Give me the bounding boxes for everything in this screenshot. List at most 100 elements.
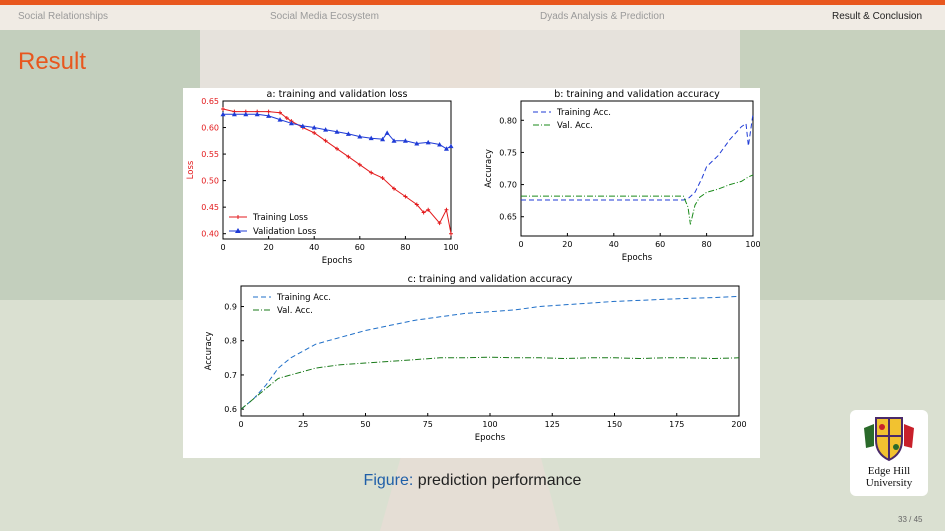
chart-b-title: b: training and validation accuracy: [554, 89, 720, 100]
frame-title: Result: [18, 48, 87, 75]
chart-a-point: [448, 143, 454, 149]
figure-charts: a: training and validation loss Epochs Los…: [186, 89, 760, 443]
nav-item-dyads-analysis[interactable]: Dyads Analysis & Prediction: [540, 11, 665, 22]
chart-c-xtick-label: 125: [545, 420, 560, 429]
chart-a-xtick-label: 20: [264, 243, 274, 252]
crest-icon: [864, 417, 914, 462]
chart-a-point: [403, 194, 408, 199]
chart-b-xtick-label: 60: [655, 240, 665, 249]
chart-c-xtick-label: 75: [423, 420, 433, 429]
chart-c-legend-label: Training Acc.: [276, 293, 331, 303]
chart-a-legend-marker: [236, 215, 240, 219]
chart-b-legend-label: Training Acc.: [556, 108, 611, 118]
page-number: 33 / 45: [898, 515, 923, 524]
chart-c-series-line: [240, 356, 740, 410]
chart-c-ytick-label: 0.9: [224, 303, 237, 312]
logo-line-1: Edge Hill: [867, 465, 911, 477]
chart-b-xtick-label: 40: [609, 240, 619, 249]
chart-a-legend-label: Training Loss: [252, 213, 308, 223]
chart-a-point: [277, 117, 283, 122]
chart-a-point: [323, 127, 329, 132]
chart-a-ytick-label: 0.40: [201, 230, 219, 239]
chart-c-series-line: [240, 295, 740, 410]
chart-a-xtick-label: 100: [443, 243, 458, 252]
chart-a-xtick-label: 40: [309, 243, 319, 252]
chart-a-xtick-label: 0: [220, 243, 225, 252]
chart-a-point: [311, 125, 317, 130]
chart-a-ylabel: Loss: [186, 160, 196, 179]
chart-c-xtick-label: 25: [298, 420, 308, 429]
chart-b-xlabel: Epochs: [622, 253, 653, 263]
section-navigation: Social Relationships Social Media Ecosys…: [0, 5, 945, 31]
figure-panel: a: training and validation loss Epochs Los…: [183, 88, 760, 458]
chart-c-xlabel: Epochs: [475, 433, 506, 443]
chart-a-point: [425, 139, 431, 145]
chart-a-point: [444, 207, 449, 212]
chart-c-xtick-label: 150: [607, 420, 622, 429]
chart-a-point: [231, 111, 237, 117]
chart-a-point: [414, 202, 419, 207]
chart-a-point: [449, 231, 453, 236]
nav-item-social-relationships[interactable]: Social Relationships: [18, 11, 109, 22]
chart-b-legend-label: Val. Acc.: [557, 121, 593, 131]
chart-a-point: [380, 175, 385, 180]
chart-a-frame: [222, 100, 452, 240]
chart-a-legend-marker: [235, 228, 241, 233]
chart-a-point: [426, 207, 431, 212]
chart-a-point: [391, 138, 397, 143]
chart-a-ytick-label: 0.55: [201, 150, 219, 159]
chart-a-point: [346, 154, 351, 159]
chart-c-ytick-label: 0.8: [224, 337, 237, 346]
chart-a-point: [243, 111, 249, 117]
chart-a-title: a: training and validation loss: [267, 89, 408, 100]
chart-a-point: [300, 123, 306, 128]
chart-a-ytick-label: 0.45: [201, 203, 219, 212]
caption-label: Figure:: [363, 472, 414, 489]
chart-b-ytick-label: 0.65: [499, 213, 517, 222]
chart-b-series-line: [521, 113, 754, 201]
caption-text: prediction performance: [417, 472, 582, 489]
chart-a-point: [369, 170, 374, 175]
chart-a-point: [437, 221, 442, 226]
nav-item-result-conclusion[interactable]: Result & Conclusion: [832, 11, 923, 22]
chart-a-ytick-label: 0.65: [201, 97, 219, 106]
chart-c-frame: [240, 285, 740, 417]
chart-a-point: [221, 106, 225, 111]
chart-b-xtick-label: 80: [702, 240, 712, 249]
chart-a-point: [368, 135, 374, 141]
logo-line-2: University: [865, 477, 913, 489]
figure-caption: Figure: prediction performance: [0, 472, 945, 490]
chart-b-xtick-label: 20: [562, 240, 572, 249]
chart-a-point: [414, 140, 420, 146]
chart-a-ytick-label: 0.50: [201, 177, 219, 186]
chart-a-point: [357, 162, 362, 167]
chart-c-xtick-label: 0: [238, 420, 243, 429]
chart-a-xlabel: Epochs: [322, 256, 353, 266]
chart-a-xtick-label: 80: [400, 243, 410, 252]
chart-a-point: [288, 120, 294, 126]
chart-c-xtick-label: 200: [731, 420, 746, 429]
chart-b-ytick-label: 0.70: [499, 181, 517, 190]
chart-c-xtick-label: 50: [360, 420, 370, 429]
chart-a-point: [357, 134, 363, 139]
chart-a-legend-label: Validation Loss: [253, 227, 317, 237]
chart-b-frame: [520, 100, 754, 237]
chart-a-point: [254, 111, 260, 117]
nav-item-social-media-ecosystem[interactable]: Social Media Ecosystem: [270, 11, 379, 22]
chart-a-point: [323, 138, 328, 143]
chart-a-point: [345, 131, 351, 136]
chart-a-xtick-label: 60: [355, 243, 365, 252]
chart-a-point: [443, 146, 449, 151]
chart-a-point: [402, 138, 408, 143]
chart-a-point: [421, 210, 426, 215]
chart-c-xtick-label: 100: [482, 420, 497, 429]
chart-c-ylabel: Accuracy: [204, 332, 214, 371]
chart-a-point: [334, 129, 340, 134]
chart-c-ytick-label: 0.6: [224, 405, 237, 414]
chart-a-point: [437, 142, 443, 147]
chart-a-point: [266, 109, 271, 114]
university-logo: Edge Hill University: [850, 410, 928, 496]
chart-b-ylabel: Accuracy: [484, 149, 494, 188]
chart-a-point: [278, 110, 282, 115]
